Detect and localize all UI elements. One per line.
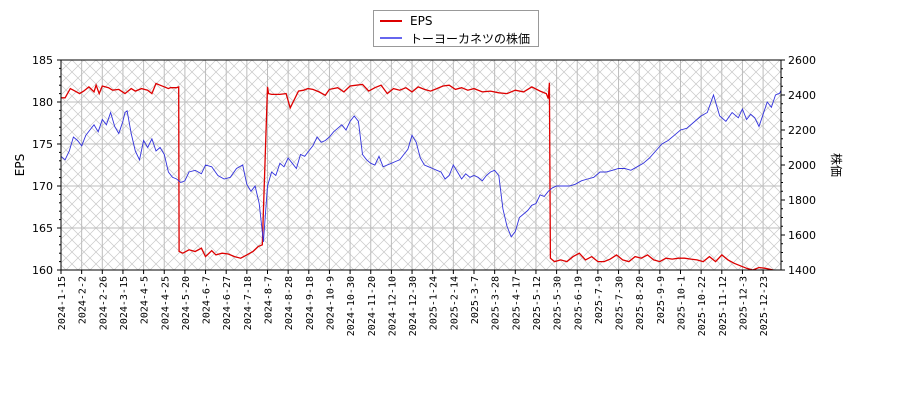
x-tick-label: 2025-8-20 (635, 276, 646, 330)
y2-tick-label: 2000 (788, 159, 816, 172)
x-tick-label: 2025-12-3 (738, 276, 749, 330)
x-tick-label: 2025-3-28 (491, 276, 502, 330)
x-tick-label: 2025-11-12 (718, 276, 729, 336)
x-tick-label: 2024-1-15 (57, 276, 68, 330)
y2-tick-label: 1400 (788, 264, 816, 277)
x-tick-label: 2024-2-26 (98, 276, 109, 330)
y2-tick-label: 2400 (788, 89, 816, 102)
x-tick-label: 2024-7-18 (243, 276, 254, 330)
x-tick-label: 2025-10-22 (697, 276, 708, 336)
legend-label: EPS (410, 14, 433, 28)
y-tick-label: 175 (32, 138, 53, 151)
y-tick-label: 170 (32, 180, 53, 193)
blue-line-swatch-icon (380, 37, 402, 39)
x-tick-label: 2024-6-7 (202, 276, 213, 324)
x-tick-label: 2025-9-9 (656, 276, 667, 324)
x-tick-label: 2024-10-30 (346, 276, 357, 336)
x-tick-label: 2024-8-28 (284, 276, 295, 330)
x-tick-label: 2024-2-2 (78, 276, 89, 324)
x-tick-label: 2025-5-12 (532, 276, 543, 330)
left-y-axis: 160 165 170 175 180 185 (32, 54, 61, 277)
x-tick-label: 2024-8-7 (264, 276, 275, 324)
left-axis-title: EPS (13, 154, 27, 176)
x-axis: 2024-1-15 2024-2-2 2024-2-26 2024-3-15 2024-… (57, 270, 770, 336)
legend: EPS トーヨーカネツの株価 (373, 10, 539, 47)
x-tick-label: 2025-4-17 (511, 276, 522, 330)
x-tick-label: 2025-7-9 (594, 276, 605, 324)
legend-item-stock-price: トーヨーカネツの株価 (380, 30, 530, 46)
y-tick-label: 160 (32, 264, 53, 277)
x-tick-label: 2024-4-25 (160, 276, 171, 330)
stock-price-line (61, 89, 781, 243)
right-axis-title: 株価 (829, 153, 844, 177)
y-tick-label: 165 (32, 222, 53, 235)
x-tick-label: 2025-10-1 (677, 276, 688, 330)
plot-hatch (61, 60, 781, 270)
x-tick-label: 2025-7-30 (615, 276, 626, 330)
eps-line (61, 82, 774, 270)
y2-tick-label: 2200 (788, 124, 816, 137)
y-tick-label: 185 (32, 54, 53, 67)
legend-label: トーヨーカネツの株価 (410, 31, 531, 46)
x-tick-label: 2025-12-23 (759, 276, 770, 336)
x-tick-label: 2024-3-15 (119, 276, 130, 330)
red-line-swatch-icon (380, 20, 402, 22)
x-tick-label: 2024-5-20 (181, 276, 192, 330)
x-tick-label: 2025-5-30 (553, 276, 564, 330)
y2-tick-label: 1600 (788, 229, 816, 242)
x-tick-label: 2025-2-14 (449, 276, 460, 330)
x-tick-label: 2024-10-9 (325, 276, 336, 330)
x-tick-label: 2025-3-7 (470, 276, 481, 324)
x-tick-label: 2024-4-5 (140, 276, 151, 324)
legend-item-eps: EPS (380, 13, 432, 29)
grid-lines (60, 59, 781, 271)
y2-tick-label: 1800 (788, 194, 816, 207)
right-y-axis: 1400 1600 1800 2000 2200 2400 2600 (781, 54, 816, 277)
data-series (61, 82, 781, 270)
x-tick-label: 2024-11-20 (367, 276, 378, 336)
x-tick-label: 2025-6-19 (573, 276, 584, 330)
y-tick-label: 180 (32, 96, 53, 109)
x-tick-label: 2024-12-10 (387, 276, 398, 336)
x-tick-label: 2024-6-27 (222, 276, 233, 330)
x-tick-label: 2024-9-18 (305, 276, 316, 330)
y2-tick-label: 2600 (788, 54, 816, 67)
x-tick-label: 2025-1-24 (429, 276, 440, 330)
x-tick-label: 2024-12-30 (408, 276, 419, 336)
